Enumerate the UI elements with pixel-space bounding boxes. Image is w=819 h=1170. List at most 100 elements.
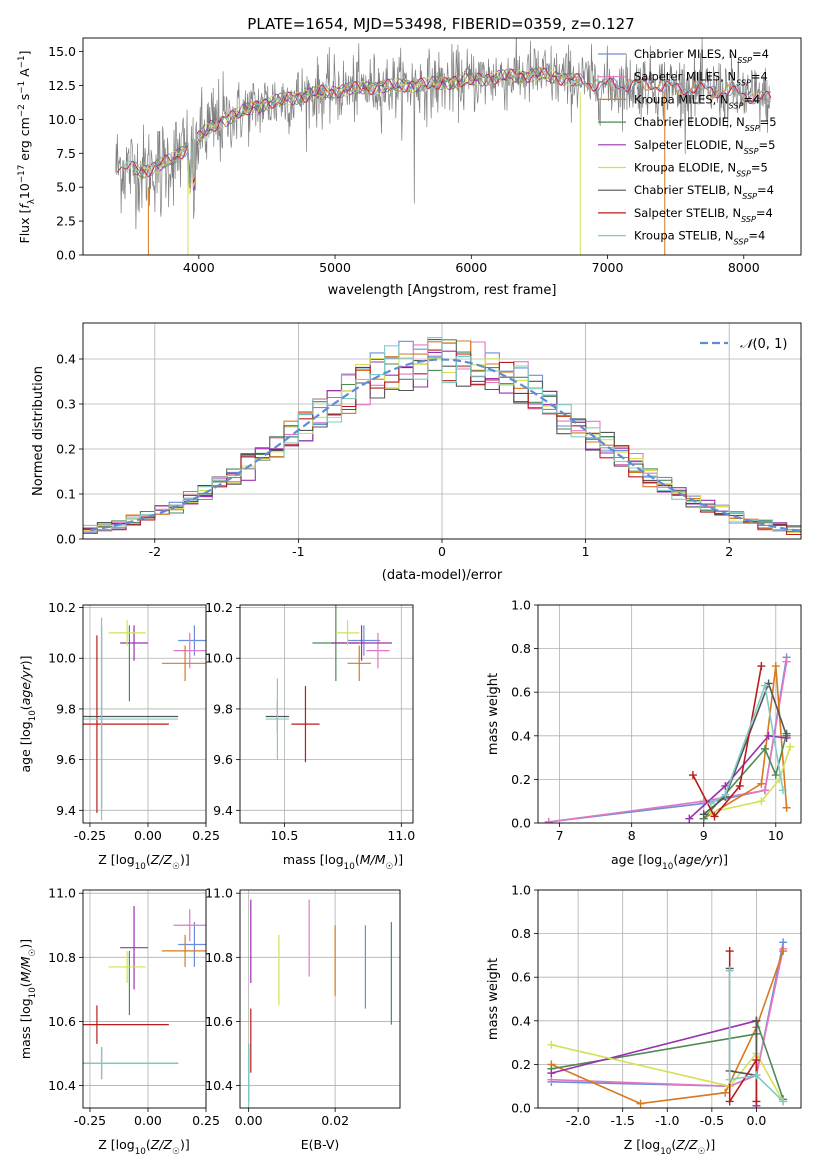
weight-marker xyxy=(735,781,744,790)
errorbar-point xyxy=(83,635,169,813)
y-tick-label: 11.0 xyxy=(205,886,233,901)
errorbar-point xyxy=(83,1047,179,1080)
y-tick-label: 10.6 xyxy=(48,1014,76,1029)
panel-z-weight: -2.0 -1.5 -1.0 -0.5 0.0 0.0 0.2 0.4 0.6 0.8 1.0 mas… xyxy=(486,883,802,1157)
panel-z-age: -0.25 0.00 0.25 9.4 9.6 9.8 10.0 10.2 Z [log10(Z… xyxy=(18,600,220,872)
weight-line xyxy=(728,970,784,1103)
weight-marker xyxy=(760,744,769,753)
y-tick-label: 9.6 xyxy=(56,752,76,767)
x-tick-label: 10 xyxy=(768,828,784,843)
weight-line xyxy=(703,733,788,820)
x-axis-label: age [log10(age/yr)] xyxy=(611,852,728,872)
x-tick-label: 7000 xyxy=(592,260,624,275)
x-axis-label: wavelength [Angstrom, rest frame] xyxy=(328,283,557,298)
weight-line xyxy=(703,681,788,815)
x-tick-label: -1.5 xyxy=(610,1113,634,1128)
weight-marker xyxy=(636,1099,645,1108)
weight-line xyxy=(710,746,791,813)
weight-marker xyxy=(721,790,730,799)
panel-mass-age: 10.5 11.0 9.4 9.6 9.8 10.0 10.2 mass [log10(M/M… xyxy=(205,600,415,872)
weight-marker xyxy=(710,812,719,821)
x-tick-label: -0.25 xyxy=(74,828,106,843)
weight-marker xyxy=(786,742,795,751)
weight-line xyxy=(710,682,784,805)
weight-marker xyxy=(757,779,766,788)
y-tick-label: 5.0 xyxy=(56,180,76,195)
axes-frame xyxy=(82,604,207,824)
y-tick-label: 1.0 xyxy=(511,598,531,613)
y-axis-label: mass weight xyxy=(486,958,501,1040)
x-tick-label: -2 xyxy=(149,544,161,559)
plot-area xyxy=(544,653,795,823)
y-tick-label: 9.4 xyxy=(213,803,233,818)
legend-label: Chabrier ELODIE, NSSP=5 xyxy=(634,115,777,133)
y-tick-label: 9.6 xyxy=(213,752,233,767)
plot-area xyxy=(83,906,206,1080)
panel-z-mass: -0.25 0.00 0.25 10.4 10.6 10.8 11.0 Z [log10(Z/… xyxy=(18,886,220,1157)
panel-ebv-mass: 0.00 0.02 10.4 10.6 10.8 11.0 E(B-V) xyxy=(205,886,401,1152)
errorbar-point xyxy=(291,686,320,763)
weight-marker xyxy=(725,1075,734,1084)
y-tick-label: 0.0 xyxy=(511,816,531,831)
weight-marker xyxy=(782,803,791,812)
x-axis-label: mass [log10(M/M☉)] xyxy=(283,852,403,872)
axes-frame xyxy=(239,889,401,1109)
y-tick-label: 0.3 xyxy=(56,397,76,412)
y-tick-label: 10.0 xyxy=(48,112,76,127)
x-tick-label: 1 xyxy=(582,544,590,559)
weight-marker xyxy=(760,786,769,795)
x-tick-label: 0.25 xyxy=(192,1113,220,1128)
y-tick-label: 10.2 xyxy=(48,600,76,615)
y-tick-label: 10.4 xyxy=(205,1078,233,1093)
weight-marker xyxy=(752,1097,761,1106)
weight-marker xyxy=(757,797,766,806)
x-tick-label: 2 xyxy=(725,544,733,559)
y-tick-label: 10.8 xyxy=(205,950,233,965)
axes-frame xyxy=(537,889,802,1109)
y-tick-label: 10.6 xyxy=(205,1014,233,1029)
y-axis-label: mass [log10(M/M☉)] xyxy=(18,939,38,1059)
errorbar-point xyxy=(331,625,392,661)
plot-area xyxy=(265,605,392,763)
weight-marker xyxy=(725,966,734,975)
y-tick-label: 0.8 xyxy=(511,641,531,656)
y-axis-label: age [log10(age/yr)] xyxy=(18,655,38,772)
weight-line xyxy=(551,1044,784,1102)
weight-marker xyxy=(752,1071,761,1080)
legend-label: Kroupa ELODIE, NSSP=5 xyxy=(634,161,768,179)
weight-marker xyxy=(778,786,787,795)
weight-marker xyxy=(685,814,694,823)
y-axis-label: Flux [fλ10−17 erg cm−2 s−1 A−1] xyxy=(17,51,37,244)
x-axis-label: Z [log10(Z/Z☉)] xyxy=(98,1137,189,1157)
figure-title: PLATE=1654, MJD=53498, FIBERID=0359, z=0… xyxy=(247,15,634,33)
y-tick-label: 0.2 xyxy=(511,772,531,787)
errorbar-point xyxy=(83,1005,169,1044)
x-tick-label: 0.0 xyxy=(746,1113,766,1128)
x-tick-label: 11.0 xyxy=(387,828,415,843)
y-tick-label: 0.1 xyxy=(56,487,76,502)
x-tick-label: 0.00 xyxy=(134,1113,162,1128)
weight-marker xyxy=(688,771,697,780)
y-tick-label: 0.2 xyxy=(56,442,76,457)
x-tick-label: -1 xyxy=(292,544,304,559)
errorbar-point xyxy=(108,620,146,646)
normal-curve xyxy=(90,358,801,533)
x-axis-label: Z [log10(Z/Z☉)] xyxy=(624,1137,715,1157)
spectrum-model-line xyxy=(116,66,772,186)
axes-frame xyxy=(82,322,802,540)
weight-marker xyxy=(752,1056,761,1065)
errorbar-point xyxy=(173,632,206,669)
axes-frame xyxy=(82,37,802,256)
y-tick-label: 0.2 xyxy=(511,1057,531,1072)
weight-marker xyxy=(547,1069,556,1078)
plot-area xyxy=(547,938,788,1108)
weight-marker xyxy=(721,1088,730,1097)
x-tick-label: 5000 xyxy=(319,260,351,275)
panel-residuals: -2 -1 0 1 2 0.0 0.1 0.2 0.3 0.4 𝒩(0, 1) (data-model… xyxy=(31,322,802,583)
weight-marker xyxy=(771,771,780,780)
y-tick-label: 9.8 xyxy=(56,701,76,716)
y-axis-label: Normed distribution xyxy=(31,366,46,496)
panel-spectrum: 4000 5000 6000 7000 8000 0.0 2.5 5.0 7.5 10.0 12.5… xyxy=(17,37,802,298)
legend-label: 𝒩(0, 1) xyxy=(740,337,787,352)
y-tick-label: 9.8 xyxy=(213,701,233,716)
